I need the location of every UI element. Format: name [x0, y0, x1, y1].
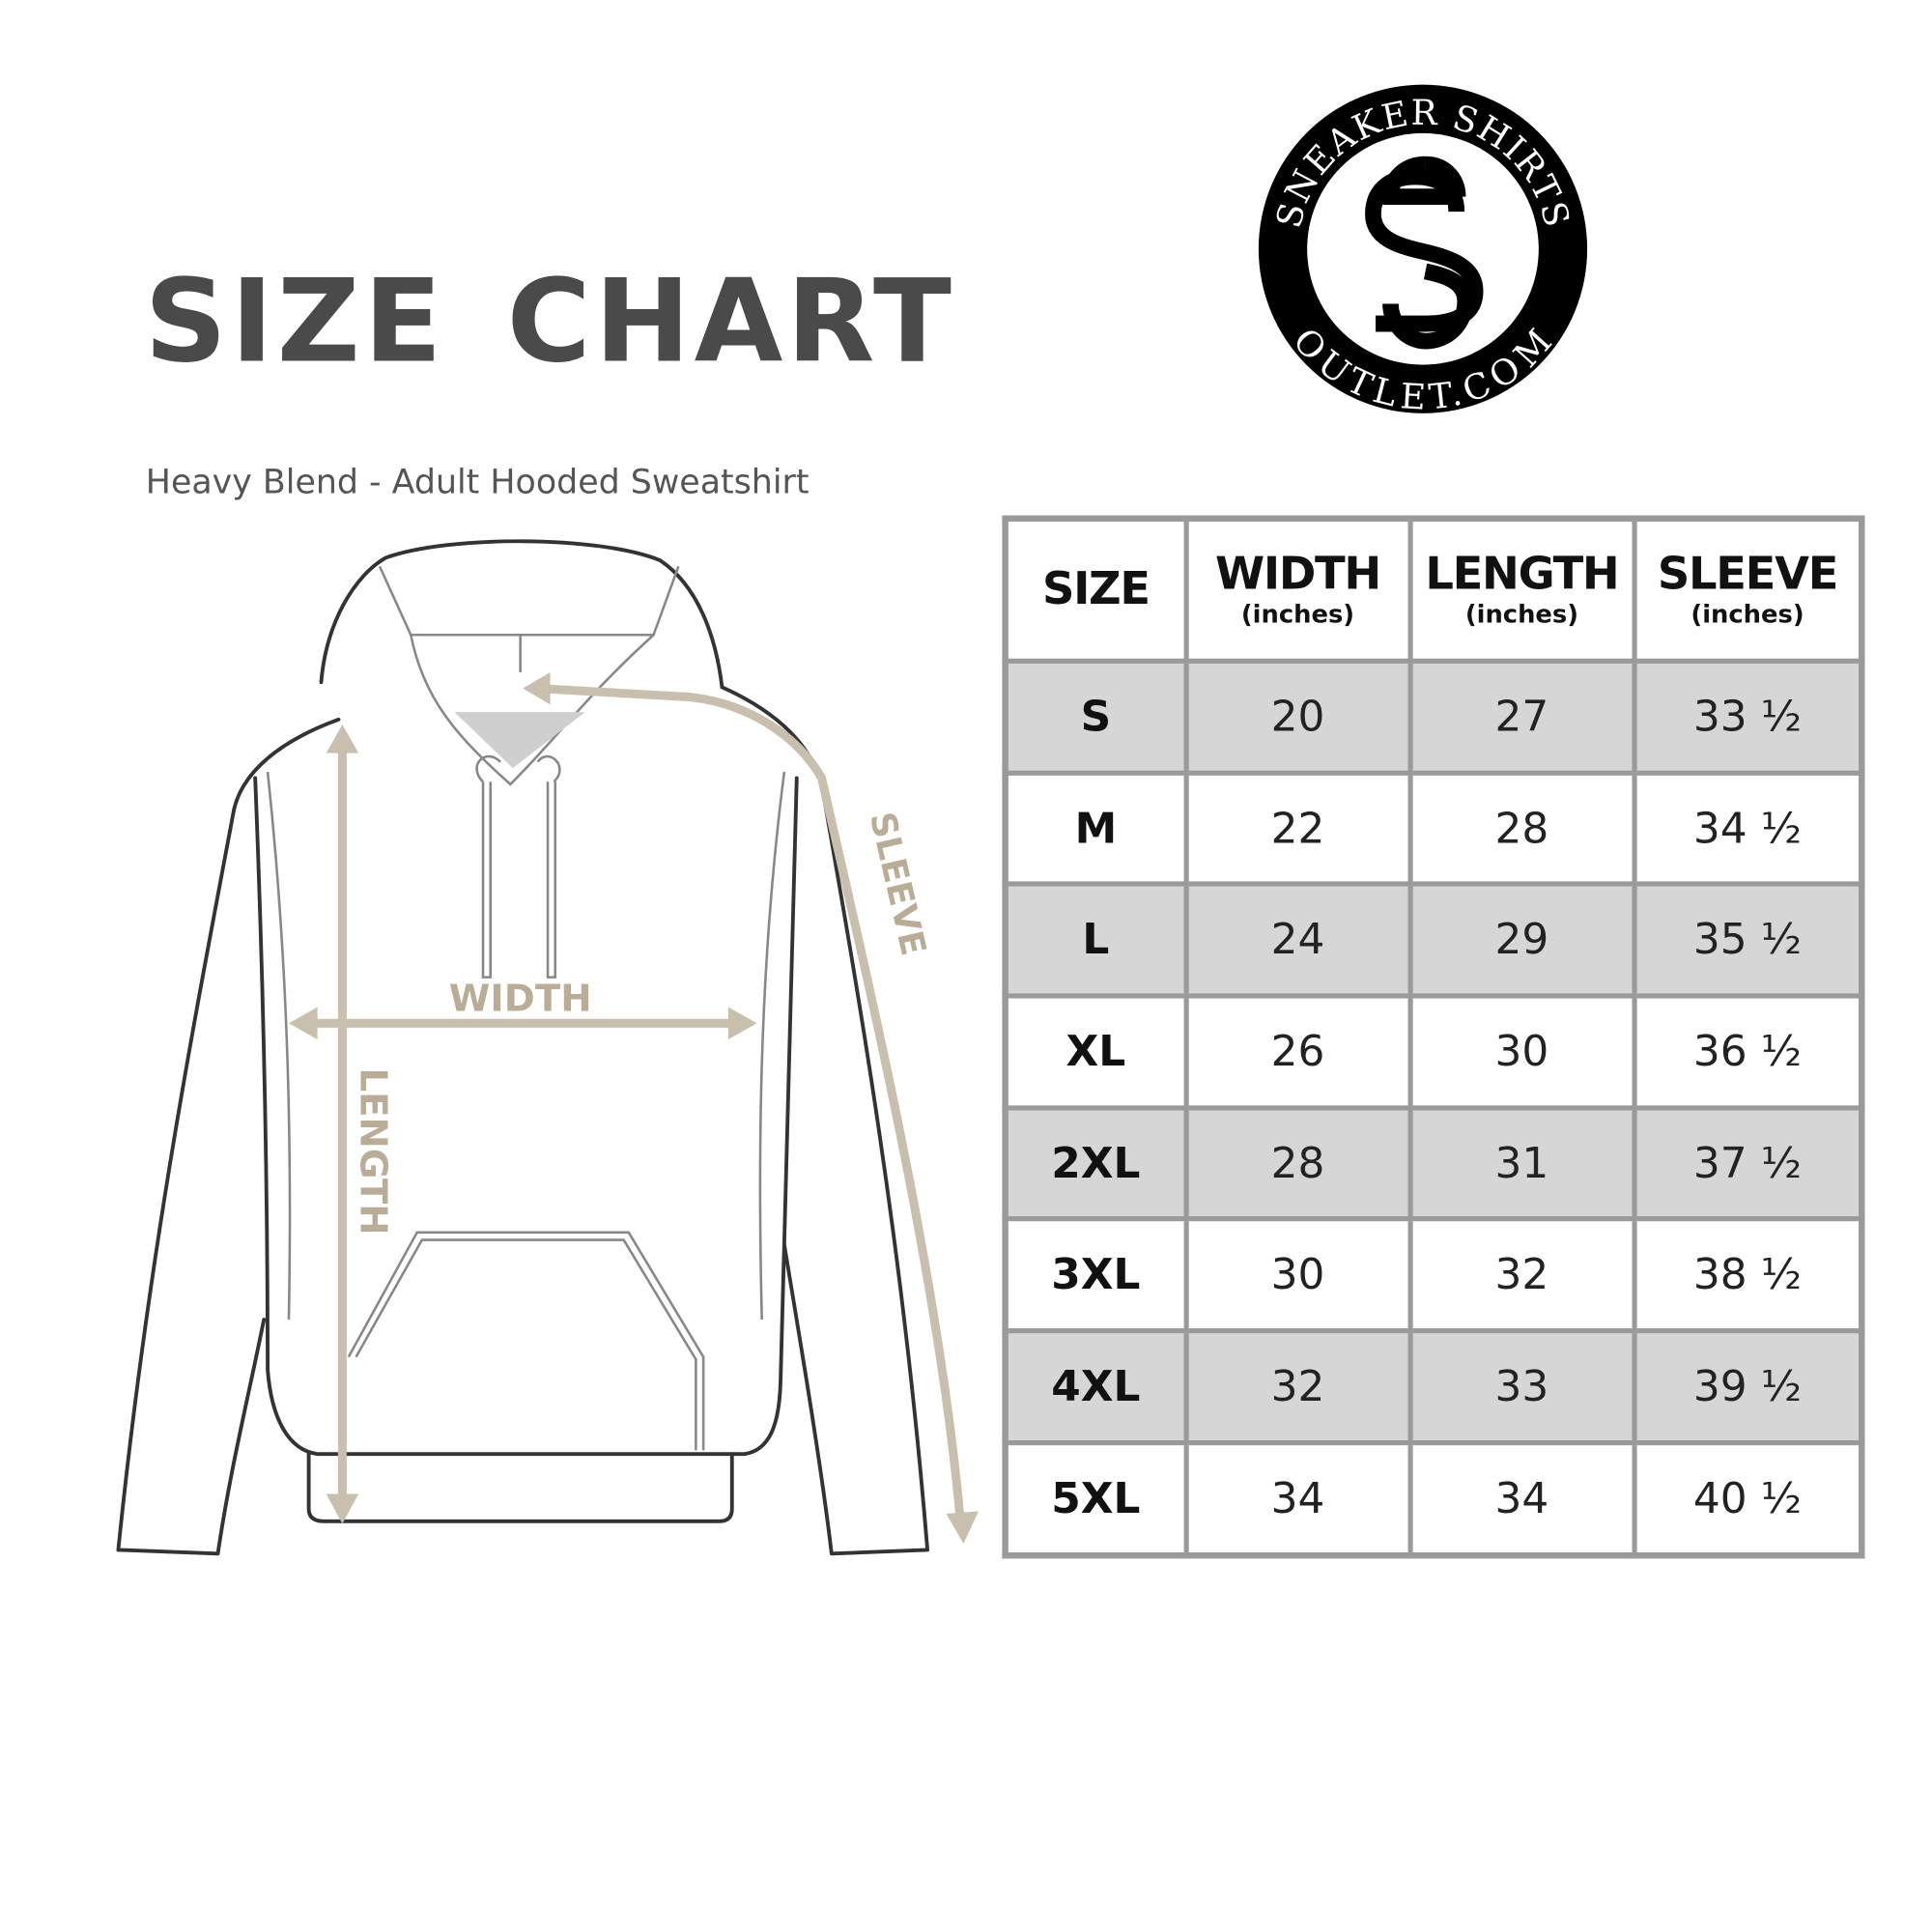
sleeve-cell: 33 ½ [1631, 658, 1864, 776]
size-cell: 5XL [1003, 1439, 1189, 1558]
size-cell: 3XL [1003, 1216, 1189, 1334]
hoodie-diagram: WIDTH LENGTH SLEEVE [116, 539, 979, 1556]
sleeve-cell: 34 ½ [1631, 770, 1864, 887]
length-cell: 30 [1406, 993, 1636, 1111]
width-cell: 20 [1182, 658, 1413, 776]
sleeve-arrow [533, 684, 966, 1534]
table-row: XL 26 30 36 ½ [1003, 993, 1864, 1111]
brand-logo: SNEAKER SHIRTS OUTLET.COM [1258, 84, 1588, 418]
hood-neck-shadow [454, 712, 585, 769]
width-cell: 34 [1182, 1439, 1413, 1558]
sleeve-cell: 38 ½ [1631, 1216, 1864, 1334]
hoodie-inner-lines [266, 565, 786, 1451]
width-cell: 22 [1182, 770, 1413, 887]
length-cell: 29 [1406, 881, 1636, 999]
logo-monogram-icon [1365, 156, 1484, 350]
column-header-length: LENGTH (inches) [1406, 516, 1636, 664]
header-unit: (inches) [1690, 598, 1804, 629]
column-header-sleeve: SLEEVE (inches) [1631, 516, 1864, 664]
length-cell: 34 [1406, 1439, 1636, 1558]
column-header-width: WIDTH (inches) [1182, 516, 1413, 664]
size-table: SIZE WIDTH (inches) LENGTH (inches) SLEEVE… [1002, 515, 1865, 1559]
table-row: 5XL 34 34 40 ½ [1003, 1439, 1864, 1558]
length-cell: 31 [1406, 1104, 1636, 1222]
size-cell: 2XL [1003, 1104, 1189, 1222]
header-label: WIDTH [1214, 549, 1381, 601]
arrowheads [288, 671, 979, 1544]
table-row: L 24 29 35 ½ [1003, 881, 1864, 999]
width-cell: 32 [1182, 1328, 1413, 1445]
size-cell: M [1003, 770, 1189, 887]
table-header-row: SIZE WIDTH (inches) LENGTH (inches) SLEEVE… [1003, 516, 1864, 664]
sleeve-cell: 40 ½ [1631, 1439, 1864, 1558]
width-cell: 24 [1182, 881, 1413, 999]
length-cell: 27 [1406, 658, 1636, 776]
length-cell: 28 [1406, 770, 1636, 887]
sleeve-cell: 39 ½ [1631, 1328, 1864, 1445]
length-label: LENGTH [352, 1067, 395, 1235]
hoodie-outline [116, 539, 930, 1556]
table-row: 3XL 30 32 38 ½ [1003, 1216, 1864, 1334]
table-row: S 20 27 33 ½ [1003, 658, 1864, 776]
header-unit: (inches) [1464, 598, 1579, 629]
length-cell: 32 [1406, 1216, 1636, 1334]
sleeve-cell: 35 ½ [1631, 881, 1864, 999]
width-cell: 28 [1182, 1104, 1413, 1222]
size-cell: 4XL [1003, 1328, 1189, 1445]
sleeve-label: SLEEVE [862, 809, 934, 959]
header-unit: (inches) [1240, 598, 1355, 629]
header-label: LENGTH [1425, 549, 1619, 601]
table-row: 2XL 28 31 37 ½ [1003, 1104, 1864, 1222]
size-cell: L [1003, 881, 1189, 999]
table-row: M 22 28 34 ½ [1003, 770, 1864, 887]
product-subtitle: Heavy Blend - Adult Hooded Sweatshirt [145, 463, 810, 502]
size-cell: XL [1003, 993, 1189, 1111]
header-label: SIZE [1041, 563, 1151, 615]
page-title: SIZE CHART [144, 255, 955, 389]
table-row: 4XL 32 33 39 ½ [1003, 1328, 1864, 1445]
column-header-size: SIZE [1003, 516, 1189, 664]
sleeve-cell: 36 ½ [1631, 993, 1864, 1111]
size-cell: S [1003, 658, 1189, 776]
measurement-arrows [297, 684, 966, 1534]
width-cell: 30 [1182, 1216, 1413, 1334]
width-label: WIDTH [449, 977, 592, 1020]
width-cell: 26 [1182, 993, 1413, 1111]
header-label: SLEEVE [1657, 549, 1839, 601]
length-cell: 33 [1406, 1328, 1636, 1445]
sleeve-cell: 37 ½ [1631, 1104, 1864, 1222]
